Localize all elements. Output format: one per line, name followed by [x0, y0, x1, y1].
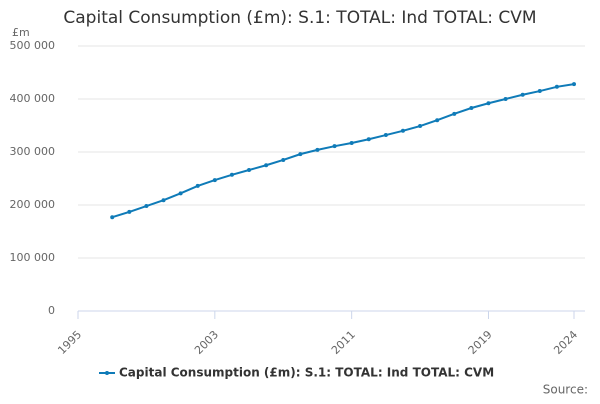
y-tick-label: 0 — [48, 304, 55, 317]
y-tick-label: 200 000 — [10, 198, 56, 211]
y-tick-label: 500 000 — [10, 39, 56, 52]
data-point — [349, 140, 354, 145]
x-tick-label: 1995 — [55, 328, 84, 357]
data-point — [161, 198, 166, 203]
data-point — [537, 89, 542, 94]
data-point — [110, 215, 115, 220]
data-point — [435, 118, 440, 123]
data-point — [554, 84, 559, 89]
legend-label: Capital Consumption (£m): S.1: TOTAL: In… — [119, 366, 494, 380]
data-point — [469, 106, 474, 111]
data-point — [486, 101, 491, 106]
y-tick-label: 400 000 — [10, 92, 56, 105]
data-point — [247, 168, 252, 173]
data-point — [366, 137, 371, 142]
data-point — [281, 157, 286, 162]
data-point — [178, 191, 183, 196]
data-point — [212, 178, 217, 183]
series-line — [111, 83, 575, 219]
x-tick-label: 2011 — [329, 328, 358, 357]
data-point — [127, 209, 132, 214]
x-tick-label: 2024 — [551, 328, 580, 357]
data-point — [332, 144, 337, 149]
data-point — [503, 97, 508, 101]
data-point — [383, 133, 388, 138]
data-point — [298, 152, 303, 157]
x-tick-label: 2019 — [466, 328, 495, 357]
x-tick-label: 2003 — [192, 328, 221, 357]
y-tick-label: 100 000 — [10, 251, 56, 264]
source: Source: — [543, 383, 588, 397]
data-point — [400, 128, 405, 133]
data-point — [315, 147, 320, 152]
y-axis-label: £m — [12, 26, 30, 39]
legend-marker — [105, 371, 109, 375]
data-point — [144, 204, 149, 209]
chart-title: Capital Consumption (£m): S.1: TOTAL: In… — [63, 8, 536, 28]
y-tick-label: 300 000 — [10, 145, 56, 158]
data-point — [572, 82, 576, 87]
data-point — [418, 124, 423, 129]
data-point — [195, 183, 200, 188]
data-point — [229, 172, 234, 177]
data-point — [520, 92, 525, 97]
data-point — [452, 111, 457, 116]
data-point — [264, 163, 269, 168]
